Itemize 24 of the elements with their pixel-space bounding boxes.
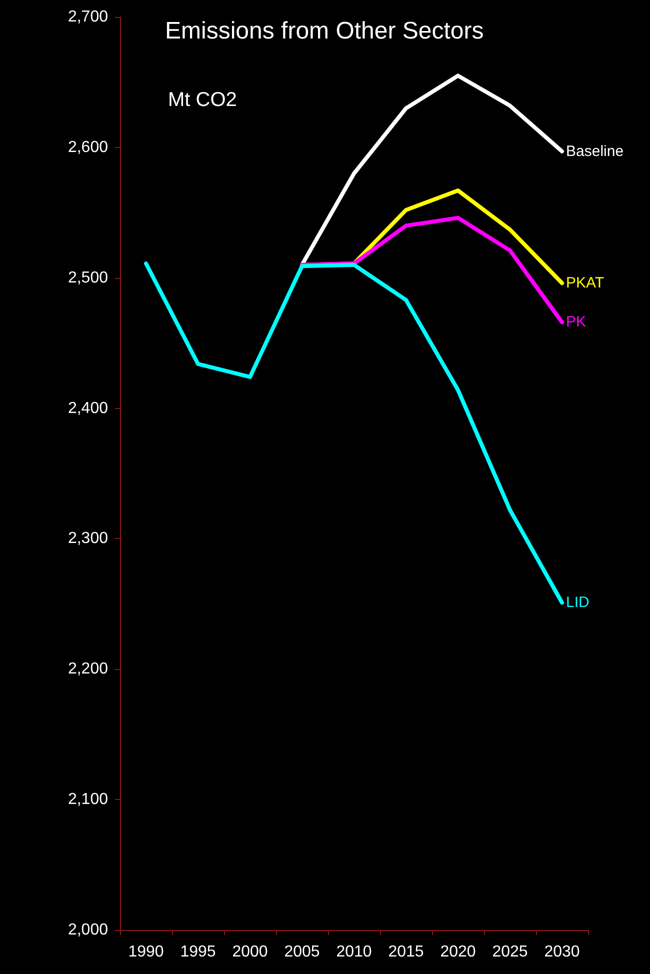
y-tick-label: 2,400 xyxy=(68,400,108,417)
y-tick-label: 2,500 xyxy=(68,269,108,286)
y-tick-label: 2,600 xyxy=(68,138,108,156)
x-tick-label: 2005 xyxy=(284,944,320,960)
y-tick-label: 2,100 xyxy=(68,791,108,808)
x-tick-label: 2000 xyxy=(232,944,268,960)
series-label: LID xyxy=(566,594,590,612)
x-tick-label: 1995 xyxy=(180,944,216,960)
y-tick-label: 2,300 xyxy=(68,530,108,548)
y-tick-label: 2,200 xyxy=(68,660,108,678)
line-series xyxy=(144,262,564,605)
x-tick-label: 2015 xyxy=(388,944,424,960)
annotation: Mt CO2 xyxy=(168,89,237,111)
y-tick-label: 2,700 xyxy=(68,8,108,26)
series-label: Baseline xyxy=(566,142,624,160)
x-tick-label: 2020 xyxy=(440,944,476,960)
x-tick-label: 2025 xyxy=(492,944,528,960)
y-tick-label: 2,000 xyxy=(68,922,108,938)
series-label: PK xyxy=(566,314,586,331)
chart-title: Emissions from Other Sectors xyxy=(165,18,484,44)
x-tick-label: 1990 xyxy=(128,944,164,960)
x-tick-label: 2030 xyxy=(544,944,580,960)
series-label: PKAT xyxy=(566,274,604,292)
x-tick-label: 2010 xyxy=(336,944,372,960)
